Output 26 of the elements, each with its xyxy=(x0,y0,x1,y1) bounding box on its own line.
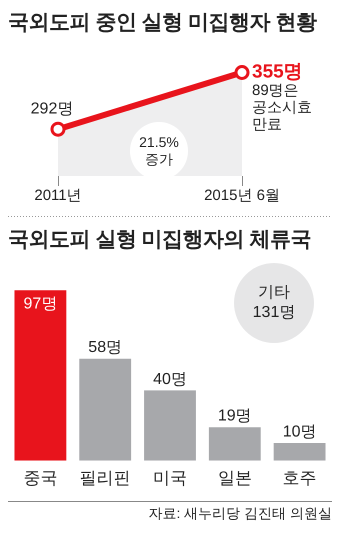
bar xyxy=(274,443,326,461)
annotation: 21.5% 증가 xyxy=(138,134,180,168)
circle-badge: 기타 131명 xyxy=(234,263,314,343)
text: 자료: 새누리당 김진태 의원실 xyxy=(8,501,332,523)
x-tick-label: 2011년 xyxy=(34,187,82,204)
chart-title: 국외도피 중인 실형 미집행자 현황 xyxy=(8,10,318,36)
data-label: 292명 xyxy=(30,100,74,118)
annotation: 기타 131명 xyxy=(252,283,296,323)
x-tick-label: 미국 xyxy=(153,468,187,488)
data-label: 58명 xyxy=(88,339,122,356)
chart-title: 국외도피 실형 미집행자의 체류국 xyxy=(8,227,312,253)
x-tick-label: 2015년 6월 xyxy=(204,187,280,204)
bar xyxy=(144,390,196,461)
data-label: 19명 xyxy=(218,408,252,425)
data-label: 40명 xyxy=(153,370,187,388)
data-label: 97명 xyxy=(24,296,58,313)
bar xyxy=(79,358,132,461)
data-label: 10명 xyxy=(282,423,316,440)
x-tick-label: 중국 xyxy=(23,468,58,488)
x-tick-label: 일본 xyxy=(218,468,252,488)
x-tick-label: 필리핀 xyxy=(80,468,131,488)
x-tick-label: 호주 xyxy=(282,468,317,488)
annotation: 89명은 공소시효 만료 xyxy=(252,82,313,133)
bar xyxy=(14,290,66,461)
bar xyxy=(208,427,261,461)
data-label: 355명 xyxy=(252,62,303,83)
